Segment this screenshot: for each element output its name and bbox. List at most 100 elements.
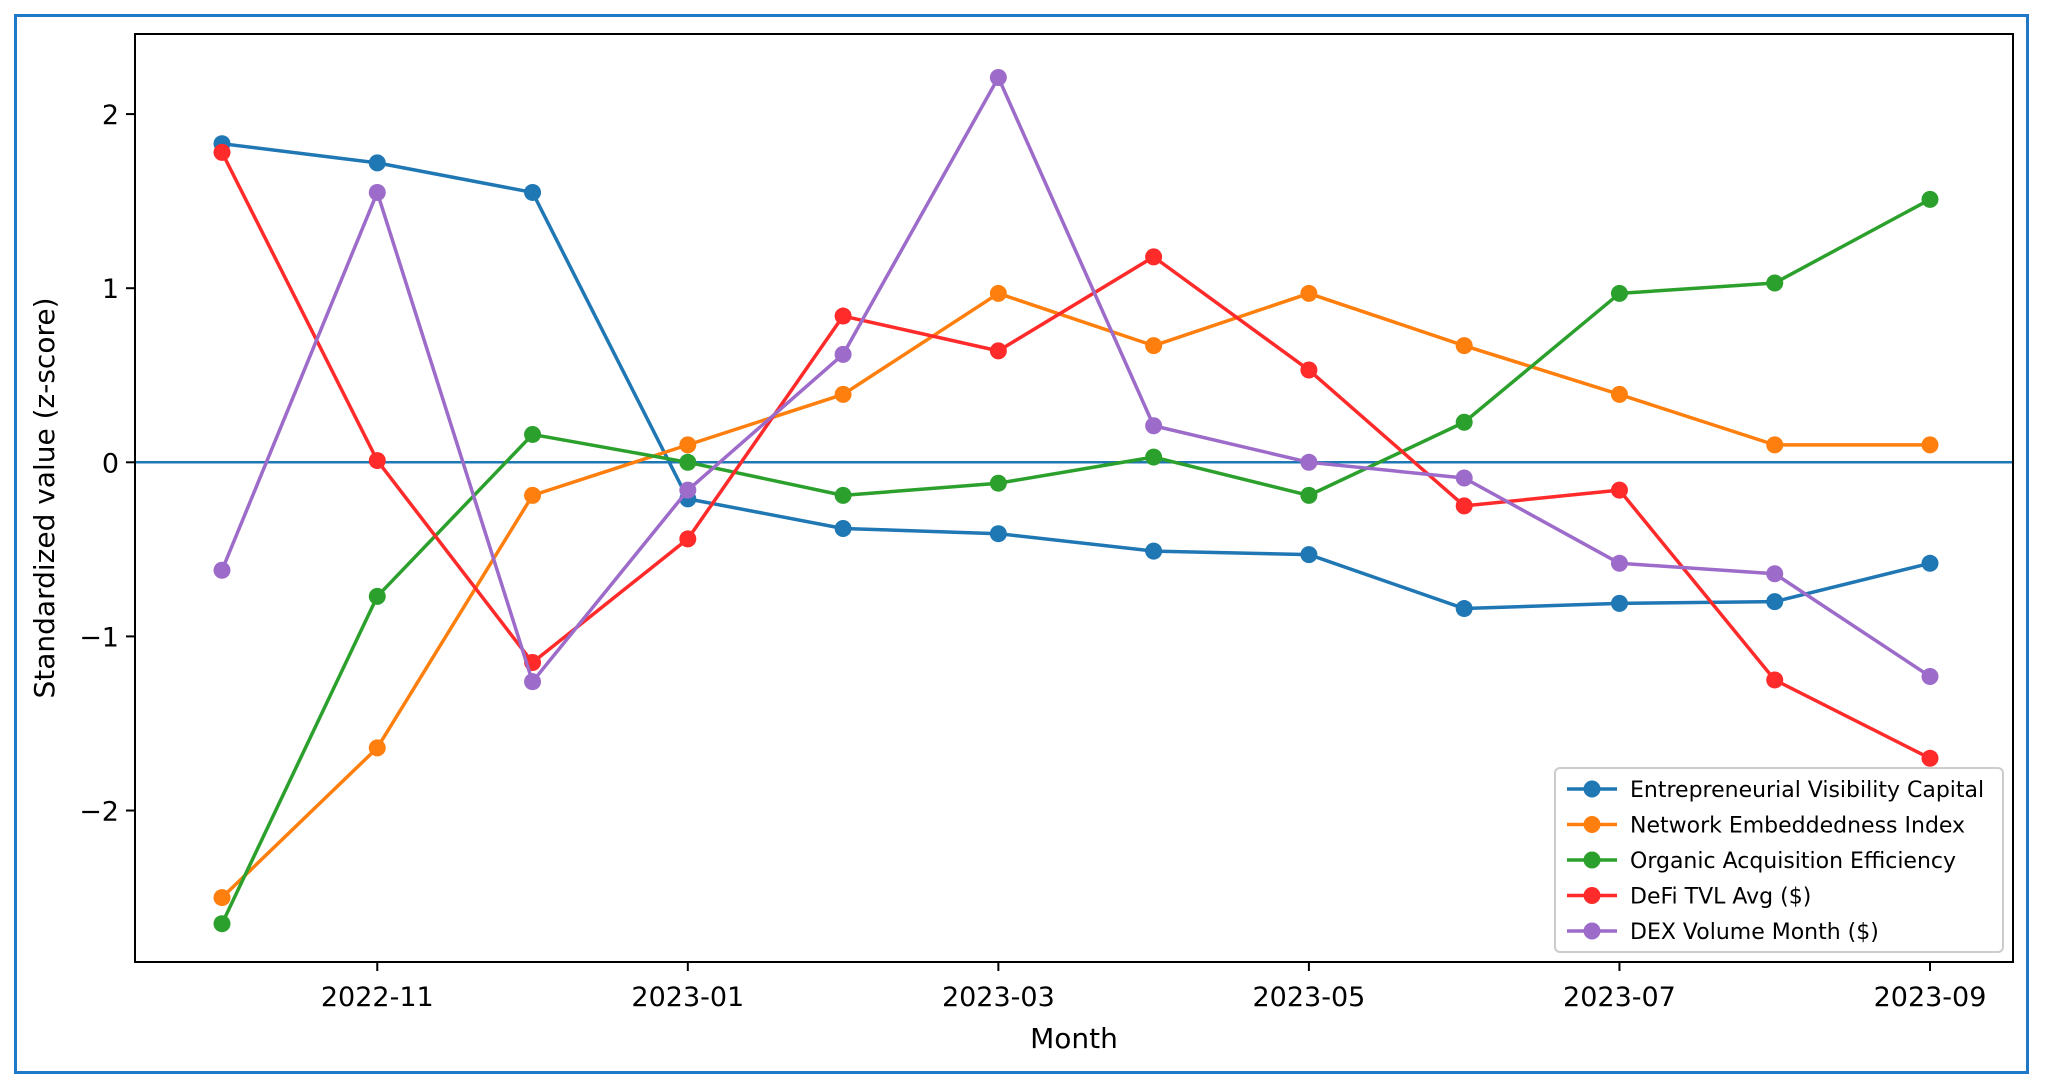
data-point: [1921, 190, 1939, 208]
data-point: [834, 519, 852, 537]
data-point: [1610, 385, 1628, 403]
data-point: [213, 915, 231, 933]
data-point: [834, 345, 852, 363]
x-tick-label: 2023-09: [1874, 982, 1987, 1013]
legend-label: Organic Acquisition Efficiency: [1630, 849, 1956, 874]
data-point: [524, 183, 542, 201]
data-point: [1610, 284, 1628, 302]
data-point: [1300, 453, 1318, 471]
legend-entry: DeFi TVL Avg ($): [1567, 885, 1811, 910]
data-point: [1455, 497, 1473, 515]
series-3: [213, 190, 1939, 933]
data-point: [1610, 481, 1628, 499]
data-point: [368, 183, 386, 201]
data-point: [1921, 554, 1939, 572]
data-point: [1766, 565, 1784, 583]
data-point: [213, 561, 231, 579]
legend-marker: [1583, 780, 1601, 798]
data-point: [1921, 667, 1939, 685]
y-tick-label: −1: [79, 622, 119, 653]
data-point: [1455, 469, 1473, 487]
data-point: [1300, 361, 1318, 379]
data-point: [989, 474, 1007, 492]
data-point: [679, 453, 697, 471]
legend-marker: [1583, 851, 1601, 869]
series-line: [220, 291, 1930, 899]
legend-entry: Network Embeddedness Index: [1567, 814, 1965, 839]
data-point: [1455, 337, 1473, 355]
data-point: [1766, 274, 1784, 292]
data-point: [524, 425, 542, 443]
series-line: [220, 197, 1931, 925]
legend-box: [1554, 767, 2004, 953]
data-point: [834, 385, 852, 403]
data-point: [989, 69, 1007, 87]
x-tick-label: 2023-01: [631, 982, 744, 1013]
data-point: [1300, 486, 1318, 504]
data-point: [679, 436, 697, 454]
data-point: [989, 525, 1007, 543]
data-point: [368, 587, 386, 605]
legend-marker: [1583, 816, 1601, 833]
x-tick-label: 2023-03: [942, 982, 1055, 1013]
y-tick-label: 2: [102, 100, 119, 131]
legend-label: DEX Volume Month ($): [1630, 920, 1879, 945]
data-point: [1455, 600, 1473, 618]
x-axis-label: Month: [1030, 1022, 1118, 1055]
y-tick-label: −2: [79, 797, 119, 828]
x-tick-label: 2023-05: [1253, 982, 1366, 1013]
data-point: [1766, 671, 1784, 689]
legend-marker: [1583, 922, 1601, 940]
data-point: [368, 739, 386, 757]
plot-area-border: [134, 33, 2014, 963]
data-point: [1610, 554, 1628, 572]
legend-label: Entrepreneurial Visibility Capital: [1630, 778, 1984, 803]
data-point: [368, 452, 386, 470]
data-point: [1300, 284, 1318, 302]
data-point: [1921, 749, 1939, 767]
legend-marker: [1583, 887, 1601, 904]
data-point: [1610, 594, 1628, 612]
series-2: [213, 284, 1939, 907]
data-point: [1145, 542, 1163, 560]
y-axis: 2 1 0 −1 −2: [79, 100, 135, 828]
series-4: [213, 143, 1939, 767]
data-point: [213, 889, 231, 907]
data-point: [1300, 546, 1318, 564]
data-point: [524, 673, 542, 691]
legend: Entrepreneurial Visibility Capital Networ…: [1554, 767, 2004, 953]
data-point: [989, 342, 1007, 360]
y-axis-label: Standardized value (z-score): [28, 297, 61, 698]
legend-entry: DEX Volume Month ($): [1567, 920, 1879, 945]
data-point: [1145, 337, 1163, 355]
series-line: [221, 141, 1931, 611]
data-point: [1145, 448, 1163, 466]
data-point: [1766, 593, 1784, 611]
x-tick-label: 2022-11: [321, 982, 434, 1013]
series-line: [220, 151, 1931, 760]
data-point: [213, 143, 231, 161]
data-point: [368, 154, 386, 172]
data-point: [1766, 436, 1784, 454]
legend-entry: Entrepreneurial Visibility Capital: [1567, 778, 1984, 803]
x-tick-label: 2023-07: [1563, 982, 1676, 1013]
legend-entry: Organic Acquisition Efficiency: [1567, 849, 1956, 874]
data-point: [834, 486, 852, 504]
data-point: [834, 307, 852, 325]
data-point: [1145, 417, 1163, 435]
data-point: [1455, 413, 1473, 431]
series-5: [213, 69, 1939, 691]
series-layer: [213, 69, 1939, 933]
data-point: [1145, 248, 1163, 266]
y-tick-label: 0: [102, 448, 119, 479]
series-1: [213, 135, 1939, 618]
legend-label: DeFi TVL Avg ($): [1630, 885, 1811, 910]
series-line: [220, 75, 1931, 684]
y-tick-label: 1: [102, 274, 119, 305]
data-point: [524, 486, 542, 504]
data-point: [989, 284, 1007, 302]
x-axis: 2022-11 2023-01 2023-03 2023-05 2023-07 2023-…: [321, 962, 1987, 1013]
data-point: [679, 530, 697, 548]
data-point: [679, 481, 697, 499]
